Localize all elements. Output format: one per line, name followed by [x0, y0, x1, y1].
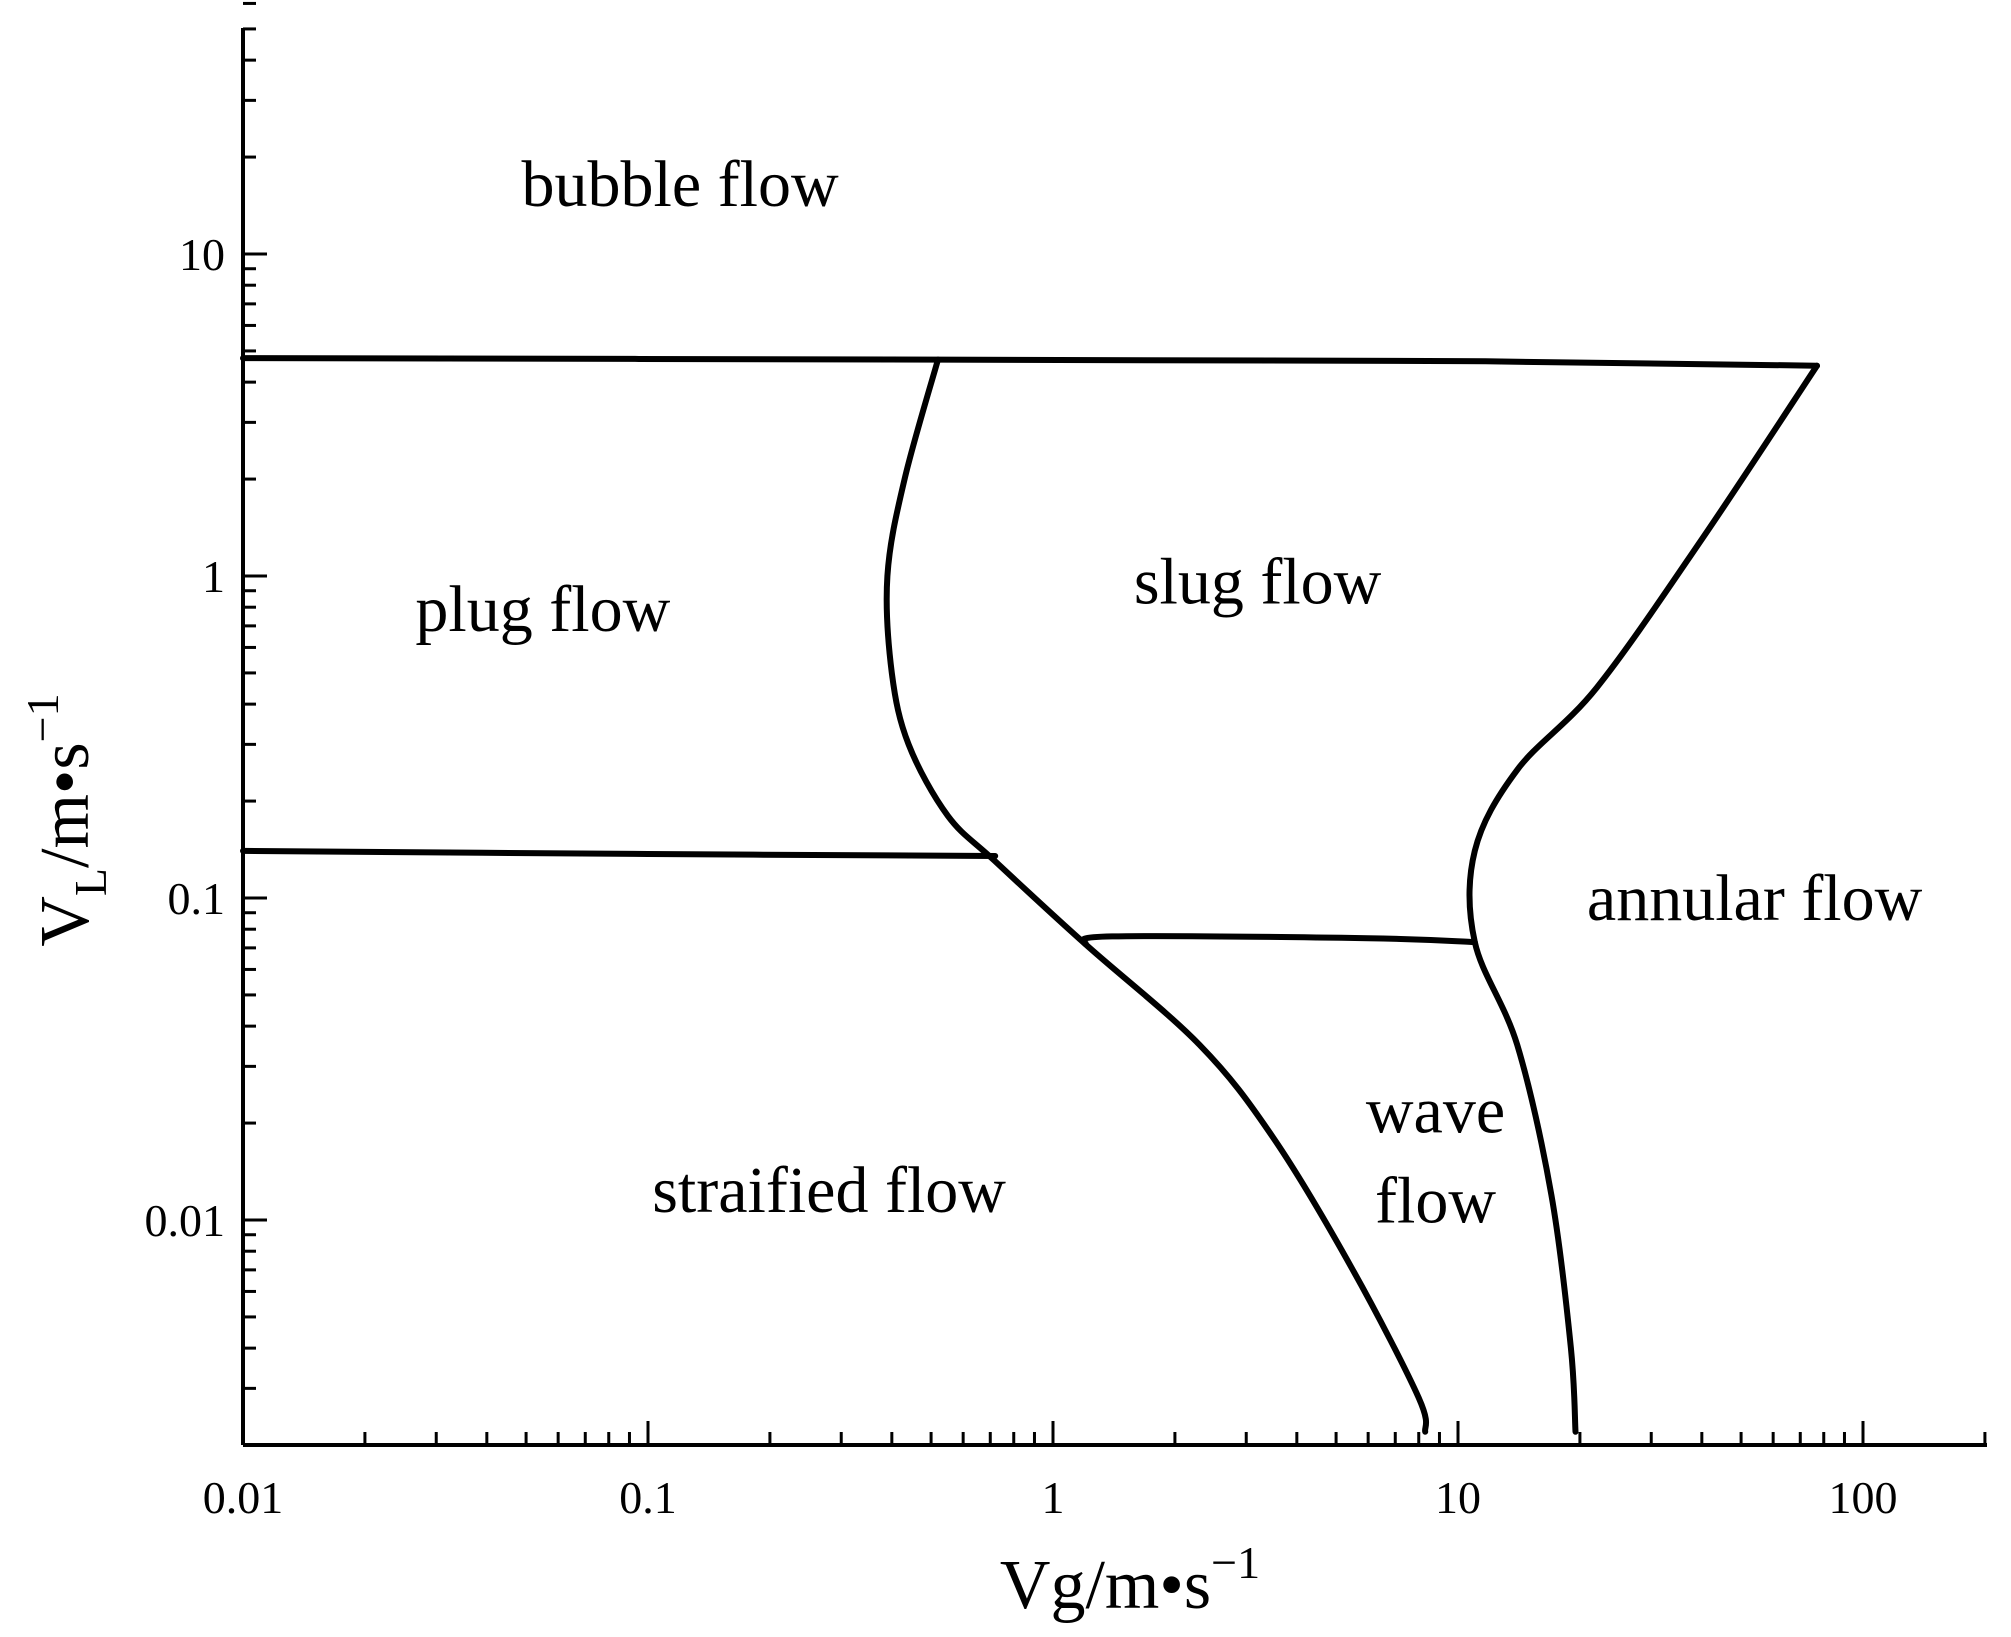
- y-axis-title-superscript: −1: [17, 693, 68, 742]
- x-tick-label: 0.01: [203, 1472, 284, 1523]
- y-axis-title: VL/m•s−1: [17, 693, 116, 946]
- region-label: plug flow: [415, 573, 670, 646]
- region-label: bubble flow: [522, 148, 839, 221]
- region-labels: bubble flow plug flow slug flow annular flo…: [415, 148, 1922, 1237]
- y-axis-title-unit: /m•s: [27, 742, 104, 868]
- region-label: wave: [1366, 1074, 1505, 1147]
- regime-boundary-line: [1079, 933, 1478, 947]
- y-tick-label: 0.01: [145, 1195, 226, 1246]
- region-label: straified flow: [652, 1154, 1006, 1227]
- x-axis-title-superscript: −1: [1211, 1537, 1260, 1588]
- y-tick-label: 1: [202, 551, 225, 602]
- axes: [241, 28, 1987, 1447]
- x-axis-title-main: Vg/m•s: [1000, 1547, 1211, 1624]
- x-tick-label: 0.1: [619, 1472, 677, 1523]
- region-label: flow: [1375, 1164, 1496, 1237]
- x-tick-label: 10: [1435, 1472, 1481, 1523]
- y-axis-title-subscript: L: [65, 868, 116, 896]
- regime-boundary-line: [240, 355, 1820, 369]
- regime-boundaries: [240, 355, 1820, 1435]
- regime-boundary-line: [240, 847, 999, 859]
- x-axis-title: Vg/m•s−1: [1000, 1537, 1260, 1624]
- regime-boundary-line: [1466, 362, 1820, 1435]
- y-tick-label: 10: [179, 229, 225, 280]
- y-tick-label: 0.1: [168, 873, 226, 924]
- x-tick-label: 100: [1829, 1472, 1898, 1523]
- region-label: annular flow: [1587, 862, 1923, 935]
- regime-boundary-line: [883, 356, 1430, 1435]
- axis-ticks: [241, 1, 1987, 1445]
- x-tick-label: 1: [1042, 1472, 1065, 1523]
- region-label: slug flow: [1134, 546, 1382, 619]
- y-axis-title-main: V: [27, 896, 104, 947]
- tick-labels: 0.01 0.1 1 10 100 0.01 0.1 1 10: [145, 229, 1898, 1523]
